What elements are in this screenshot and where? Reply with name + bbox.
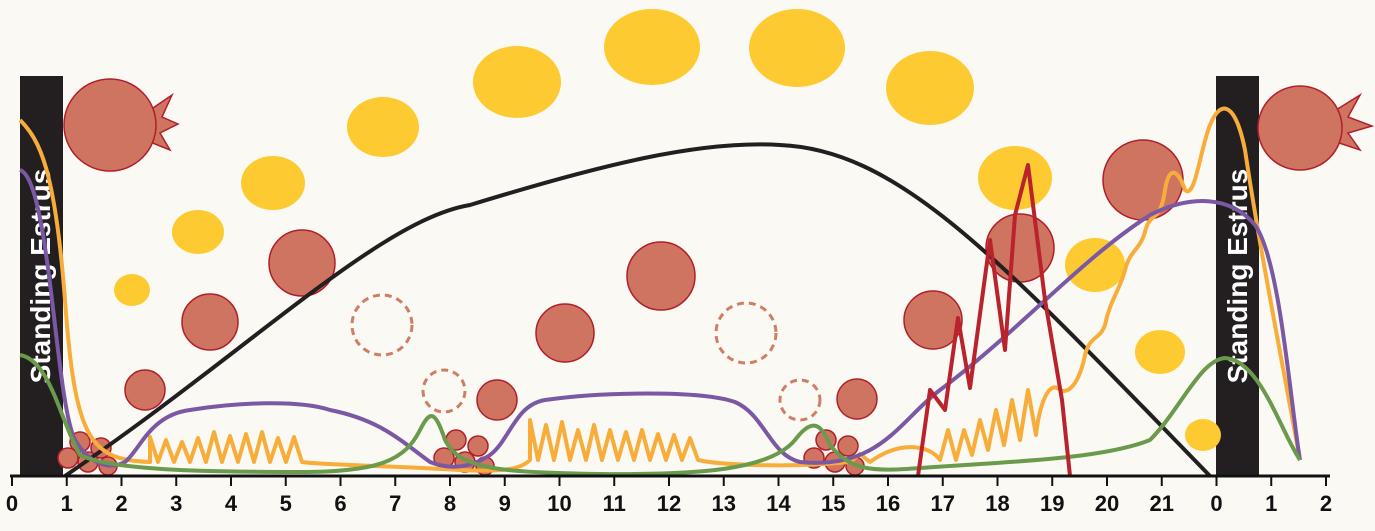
tick-label: 1	[1265, 491, 1277, 516]
tick-label: 12	[657, 491, 681, 516]
follicle	[1185, 419, 1221, 451]
follicle	[473, 46, 561, 118]
regressing	[352, 295, 412, 355]
tick-label: 2	[115, 491, 127, 516]
tick-label: 2	[1320, 491, 1332, 516]
regressing	[780, 380, 820, 420]
tick-label: 16	[876, 491, 900, 516]
tick-label: 6	[334, 491, 346, 516]
tick-label: 14	[766, 491, 791, 516]
tick-label: 21	[1150, 491, 1174, 516]
tick-label: 1	[61, 491, 73, 516]
follicle	[604, 9, 700, 85]
ovulation	[1258, 86, 1342, 170]
follicle	[749, 9, 845, 87]
tick-label: 0	[1210, 491, 1222, 516]
regressing	[423, 370, 465, 412]
tick-label: 10	[547, 491, 571, 516]
follicle	[978, 146, 1052, 210]
corpus	[837, 379, 877, 419]
tick-label: 4	[225, 491, 238, 516]
tick-label: 9	[499, 491, 511, 516]
tick-label: 13	[712, 491, 736, 516]
follicle	[886, 51, 974, 125]
tick-label: 18	[985, 491, 1009, 516]
estrous-cycle-diagram: Standing Estrus Standing Estrus	[0, 0, 1375, 531]
tick-label: 8	[444, 491, 456, 516]
estrus-label: Standing Estrus	[25, 169, 56, 384]
follicle	[347, 97, 419, 157]
tick-label: 17	[931, 491, 955, 516]
follicle	[1065, 238, 1125, 292]
tick-label: 3	[170, 491, 182, 516]
tick-label: 15	[821, 491, 845, 516]
small-follicle	[468, 436, 488, 456]
tick-label: 0	[6, 491, 18, 516]
small-follicle	[58, 448, 78, 468]
follicle	[241, 156, 305, 210]
regressing	[716, 303, 776, 363]
corpus	[125, 370, 165, 410]
tick-label: 19	[1040, 491, 1064, 516]
follicle	[1135, 330, 1185, 374]
tick-label: 20	[1095, 491, 1119, 516]
ovulation	[64, 79, 156, 171]
tick-label: 11	[603, 491, 626, 516]
follicle	[172, 210, 224, 254]
follicle	[114, 274, 150, 306]
small-follicle	[838, 436, 858, 456]
tick-label: 5	[280, 491, 292, 516]
corpus	[269, 230, 335, 296]
corpus	[536, 304, 594, 362]
corpus	[477, 380, 517, 420]
corpora	[58, 79, 1372, 475]
corpus	[627, 242, 695, 310]
corpus	[182, 294, 238, 350]
tick-label: 7	[389, 491, 401, 516]
follicles	[114, 9, 1221, 451]
estrus-label: Standing Estrus	[1222, 169, 1253, 384]
